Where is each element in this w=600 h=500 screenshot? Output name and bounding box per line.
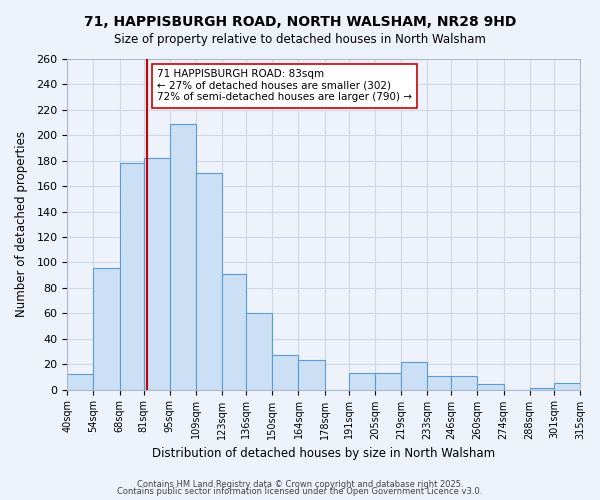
- Bar: [144, 158, 170, 390]
- Bar: [67, 374, 94, 390]
- Bar: [530, 388, 554, 390]
- Text: Contains public sector information licensed under the Open Government Licence v3: Contains public sector information licen…: [118, 487, 482, 496]
- Bar: [170, 124, 196, 390]
- Bar: [401, 362, 427, 390]
- X-axis label: Distribution of detached houses by size in North Walsham: Distribution of detached houses by size …: [152, 447, 495, 460]
- Bar: [349, 373, 375, 390]
- Bar: [272, 355, 298, 390]
- Text: Size of property relative to detached houses in North Walsham: Size of property relative to detached ho…: [114, 32, 486, 46]
- Y-axis label: Number of detached properties: Number of detached properties: [15, 132, 28, 318]
- Bar: [222, 274, 246, 390]
- Text: 71, HAPPISBURGH ROAD, NORTH WALSHAM, NR28 9HD: 71, HAPPISBURGH ROAD, NORTH WALSHAM, NR2…: [84, 15, 516, 29]
- Bar: [196, 174, 222, 390]
- Text: Contains HM Land Registry data © Crown copyright and database right 2025.: Contains HM Land Registry data © Crown c…: [137, 480, 463, 489]
- Bar: [478, 384, 503, 390]
- Bar: [246, 314, 272, 390]
- Bar: [554, 383, 580, 390]
- Bar: [119, 164, 144, 390]
- Bar: [375, 373, 401, 390]
- Text: 71 HAPPISBURGH ROAD: 83sqm
← 27% of detached houses are smaller (302)
72% of sem: 71 HAPPISBURGH ROAD: 83sqm ← 27% of deta…: [157, 69, 412, 102]
- Bar: [427, 376, 451, 390]
- Bar: [451, 376, 478, 390]
- Bar: [94, 268, 119, 390]
- Bar: [298, 360, 325, 390]
